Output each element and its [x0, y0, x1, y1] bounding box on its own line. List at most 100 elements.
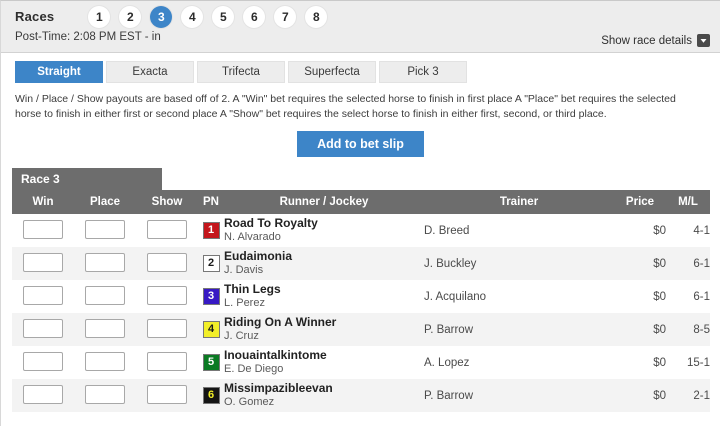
- column-header-pn: PN: [198, 190, 224, 215]
- race-number-2[interactable]: 2: [119, 5, 142, 28]
- runner-cell: Road To Royalty N. Alvarado: [224, 214, 424, 247]
- jockey-name: O. Gomez: [224, 395, 275, 408]
- win-cell: [12, 280, 74, 313]
- race-number-5[interactable]: 5: [212, 5, 235, 28]
- column-header-show: Show: [136, 190, 198, 215]
- runner-name[interactable]: Eudaimonia: [224, 249, 293, 264]
- runner-name[interactable]: Missimpazibleevan: [224, 381, 333, 396]
- morning-line-cell: 4-1: [693, 224, 710, 237]
- win-bet-input[interactable]: [23, 252, 63, 272]
- column-header-win: Win: [12, 190, 74, 215]
- win-bet-input[interactable]: [23, 384, 63, 404]
- table-row: 4 Riding On A Winner J. Cruz P. Barrow $0 8-5: [12, 313, 710, 347]
- win-bet-input[interactable]: [23, 285, 63, 305]
- show-bet-input[interactable]: [147, 219, 187, 239]
- morning-line-cell: 15-1: [686, 356, 710, 369]
- pn-cell: 6: [198, 379, 224, 412]
- race-number-6[interactable]: 6: [243, 5, 266, 28]
- place-bet-input[interactable]: [85, 219, 125, 239]
- add-to-bet-slip-button[interactable]: Add to bet slip: [297, 131, 424, 158]
- win-bet-input[interactable]: [23, 318, 63, 338]
- bet-description: Win / Place / Show payouts are based off…: [15, 93, 676, 121]
- win-bet-input[interactable]: [23, 219, 63, 239]
- race-table-container: Race 3 Win Place Show PN Runner / Jockey…: [1, 157, 720, 413]
- place-bet-input[interactable]: [85, 285, 125, 305]
- show-bet-input[interactable]: [147, 351, 187, 371]
- race-number-3[interactable]: 3: [150, 5, 173, 28]
- jockey-name: J. Cruz: [224, 329, 259, 342]
- bet-tab-exacta[interactable]: Exacta: [106, 61, 194, 83]
- win-cell: [12, 247, 74, 280]
- trainer-cell: J. Buckley: [424, 257, 477, 270]
- jockey-name: L. Perez: [224, 296, 265, 309]
- table-row: 2 Eudaimonia J. Davis J. Buckley $0 6-1: [12, 247, 710, 281]
- jockey-name: J. Davis: [224, 263, 264, 276]
- place-bet-input[interactable]: [85, 351, 125, 371]
- trainer-cell: D. Breed: [424, 224, 470, 237]
- column-header-trainer: Trainer: [424, 190, 614, 215]
- morning-line-cell: 2-1: [693, 389, 710, 402]
- table-header-row: Win Place Show PN Runner / Jockey Traine…: [12, 190, 710, 215]
- pn-cell: 5: [198, 346, 224, 379]
- show-bet-input[interactable]: [147, 252, 187, 272]
- place-cell: [74, 313, 136, 346]
- place-cell: [74, 379, 136, 412]
- runner-name[interactable]: Road To Royalty: [224, 216, 318, 231]
- runner-name[interactable]: Inouaintalkintome: [224, 348, 327, 363]
- runner-cell: Eudaimonia J. Davis: [224, 247, 424, 280]
- post-position-badge: 1: [202, 222, 220, 240]
- pn-cell: 4: [198, 313, 224, 346]
- race-number-7[interactable]: 7: [274, 5, 297, 28]
- show-bet-input[interactable]: [147, 285, 187, 305]
- win-cell: [12, 214, 74, 247]
- show-race-details-button[interactable]: Show race details: [601, 34, 710, 47]
- trainer-cell: P. Barrow: [424, 389, 474, 402]
- jockey-name: N. Alvarado: [224, 230, 281, 243]
- table-row: 6 Missimpazibleevan O. Gomez P. Barrow $0 2-1: [12, 379, 710, 413]
- race-number-1[interactable]: 1: [88, 5, 111, 28]
- bet-tab-pick-3[interactable]: Pick 3: [379, 61, 467, 83]
- place-cell: [74, 214, 136, 247]
- bet-type-tabs: Straight Exacta Trifecta Superfecta Pick 3: [1, 53, 720, 83]
- show-cell: [136, 379, 198, 412]
- runner-name[interactable]: Thin Legs: [224, 282, 281, 297]
- price-cell: $0: [653, 290, 666, 303]
- post-time: Post-Time: 2:08 PM EST - in: [15, 31, 161, 43]
- runner-name[interactable]: Riding On A Winner: [224, 315, 337, 330]
- place-bet-input[interactable]: [85, 252, 125, 272]
- table-row: 3 Thin Legs L. Perez J. Acquilano $0 6-1: [12, 280, 710, 314]
- show-bet-input[interactable]: [147, 318, 187, 338]
- race-number-8[interactable]: 8: [305, 5, 328, 28]
- morning-line-cell: 8-5: [693, 323, 710, 336]
- table-row: 1 Road To Royalty N. Alvarado D. Breed $0 4-1: [12, 214, 710, 248]
- bet-tab-trifecta[interactable]: Trifecta: [197, 61, 285, 83]
- place-cell: [74, 280, 136, 313]
- price-cell: $0: [653, 257, 666, 270]
- bet-tab-superfecta[interactable]: Superfecta: [288, 61, 376, 83]
- post-position-badge: 4: [202, 321, 220, 339]
- bet-tab-straight[interactable]: Straight: [15, 61, 103, 83]
- runners-table: Win Place Show PN Runner / Jockey Traine…: [12, 190, 710, 413]
- column-header-runner: Runner / Jockey: [224, 190, 424, 215]
- show-cell: [136, 214, 198, 247]
- morning-line-cell: 6-1: [693, 290, 710, 303]
- pn-cell: 1: [198, 214, 224, 247]
- show-bet-input[interactable]: [147, 384, 187, 404]
- show-cell: [136, 313, 198, 346]
- pn-cell: 3: [198, 280, 224, 313]
- win-bet-input[interactable]: [23, 351, 63, 371]
- caret-down-icon: [697, 34, 710, 47]
- trainer-cell: J. Acquilano: [424, 290, 487, 303]
- pn-cell: 2: [198, 247, 224, 280]
- show-cell: [136, 247, 198, 280]
- race-tab-label[interactable]: Race 3: [12, 168, 162, 191]
- post-position-badge: 2: [202, 255, 220, 273]
- place-bet-input[interactable]: [85, 384, 125, 404]
- runner-cell: Thin Legs L. Perez: [224, 280, 424, 313]
- place-bet-input[interactable]: [85, 318, 125, 338]
- win-cell: [12, 379, 74, 412]
- place-cell: [74, 247, 136, 280]
- race-number-4[interactable]: 4: [181, 5, 204, 28]
